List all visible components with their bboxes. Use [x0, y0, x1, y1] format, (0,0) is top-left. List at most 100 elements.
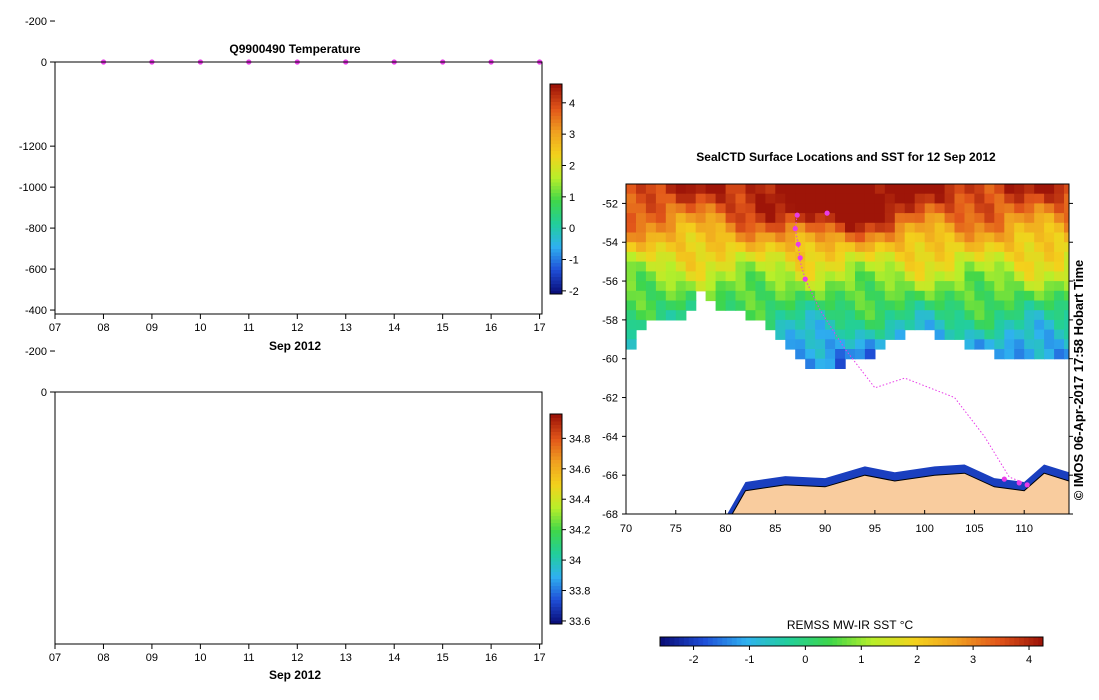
sst-cell	[725, 271, 737, 282]
sst-colorbar-frame	[659, 636, 1044, 647]
sst-cell	[775, 271, 786, 282]
sst-cell	[805, 349, 816, 360]
sst-cell	[1024, 184, 1035, 195]
sst-cell	[685, 300, 697, 311]
colorbar-segment	[550, 98, 562, 102]
sst-cell	[636, 300, 647, 311]
colorbar-segment	[550, 112, 562, 116]
sst-colorbar-segment	[932, 637, 939, 646]
sst-cell	[665, 232, 677, 243]
sst-colorbar: -2 -1 0 1 2 3 4	[659, 636, 1044, 666]
sst-cell	[954, 271, 966, 282]
sst-cell	[835, 242, 846, 253]
sst-cell	[655, 300, 667, 311]
sst-cell	[1054, 203, 1065, 214]
sst-cell	[1064, 261, 1069, 272]
sst-cell	[825, 193, 836, 204]
sst-cell	[815, 203, 826, 214]
sst-cell	[745, 251, 757, 263]
colorbar-segment	[550, 613, 562, 618]
sst-cell	[685, 203, 697, 214]
sst-colorbar-segment	[928, 637, 934, 646]
sst-cell	[845, 349, 856, 360]
sst-colorbar-tick-label: 3	[970, 654, 976, 666]
sst-cell	[626, 251, 637, 263]
sst-cell	[795, 271, 806, 282]
sst-cell	[864, 329, 876, 340]
sst-cell	[825, 281, 836, 292]
sst-cell	[1054, 251, 1065, 263]
sst-colorbar-segment	[904, 637, 910, 646]
lat-tick-label: -52	[602, 198, 618, 210]
sst-cell	[1064, 349, 1069, 360]
sst-cell	[1014, 329, 1025, 340]
sst-cell	[1064, 310, 1069, 321]
sst-cell	[864, 193, 876, 204]
sst-cell	[914, 213, 926, 224]
sst-cell	[1054, 281, 1065, 292]
colorbar-segment	[550, 568, 562, 572]
sst-cell	[715, 203, 727, 214]
x-tick-label: 08	[97, 322, 109, 334]
sst-cell	[874, 329, 886, 340]
sst-cell	[984, 213, 995, 224]
sst-cell	[894, 251, 906, 263]
sst-cell	[805, 319, 816, 331]
sst-cell	[815, 319, 826, 331]
sst-colorbar-segment	[746, 637, 752, 646]
sst-cell	[1004, 281, 1015, 292]
sst-cell	[914, 222, 926, 234]
sst-colorbar-tick-label: -1	[745, 654, 755, 666]
colorbar-segment	[550, 519, 562, 523]
sst-cell	[805, 222, 816, 234]
sst-colorbar-segment	[961, 637, 967, 646]
sst-cell	[924, 222, 936, 234]
lon-tick-label: 75	[670, 523, 682, 535]
lat-tick-label: -64	[602, 431, 618, 443]
sst-colorbar-segment	[942, 637, 948, 646]
sst-cell	[964, 339, 976, 350]
sst-colorbar-segment	[760, 637, 766, 646]
sst-cell	[874, 281, 886, 292]
x-tick-label: 15	[437, 322, 449, 334]
sst-cell	[665, 193, 677, 204]
sst-cell	[855, 281, 866, 292]
sst-cell	[1034, 242, 1045, 253]
sst-colorbar-segment	[999, 637, 1006, 646]
sst-cell	[914, 203, 926, 214]
sst-cell	[685, 193, 697, 204]
y-tick-label: -600	[25, 264, 47, 276]
sst-cell	[984, 281, 995, 292]
sst-cell	[755, 290, 766, 302]
sst-cell	[755, 271, 766, 282]
sst-cell	[874, 339, 886, 350]
sst-cell	[1064, 319, 1069, 331]
x-tick-label: 12	[291, 652, 303, 664]
sst-cell	[645, 281, 657, 292]
colorbar-segment	[550, 150, 562, 155]
colorbar-segment	[550, 547, 562, 551]
sst-cell	[655, 222, 667, 234]
sst-cell	[894, 203, 906, 214]
colorbar-segment	[550, 143, 562, 148]
sst-cell	[1034, 310, 1045, 321]
colorbar-segment	[550, 421, 562, 425]
sst-cell	[695, 193, 707, 204]
colorbar-segment	[550, 540, 562, 544]
sst-cell	[645, 300, 657, 311]
colorbar-segment	[550, 578, 562, 583]
sst-cell	[884, 184, 896, 195]
sst-cell	[785, 193, 796, 204]
sst-cell	[785, 281, 796, 292]
sst-cell	[655, 261, 667, 272]
sst-cell	[795, 329, 806, 340]
sst-cell	[1004, 213, 1015, 224]
sst-colorbar-segment	[1014, 637, 1020, 646]
sst-cell	[914, 242, 926, 253]
sst-cell	[954, 184, 966, 195]
sst-cell	[775, 281, 786, 292]
colorbar-segment	[550, 189, 562, 193]
sst-colorbar-segment	[947, 637, 953, 646]
lat-tick-label: -60	[602, 354, 618, 366]
sst-cell	[835, 339, 846, 350]
